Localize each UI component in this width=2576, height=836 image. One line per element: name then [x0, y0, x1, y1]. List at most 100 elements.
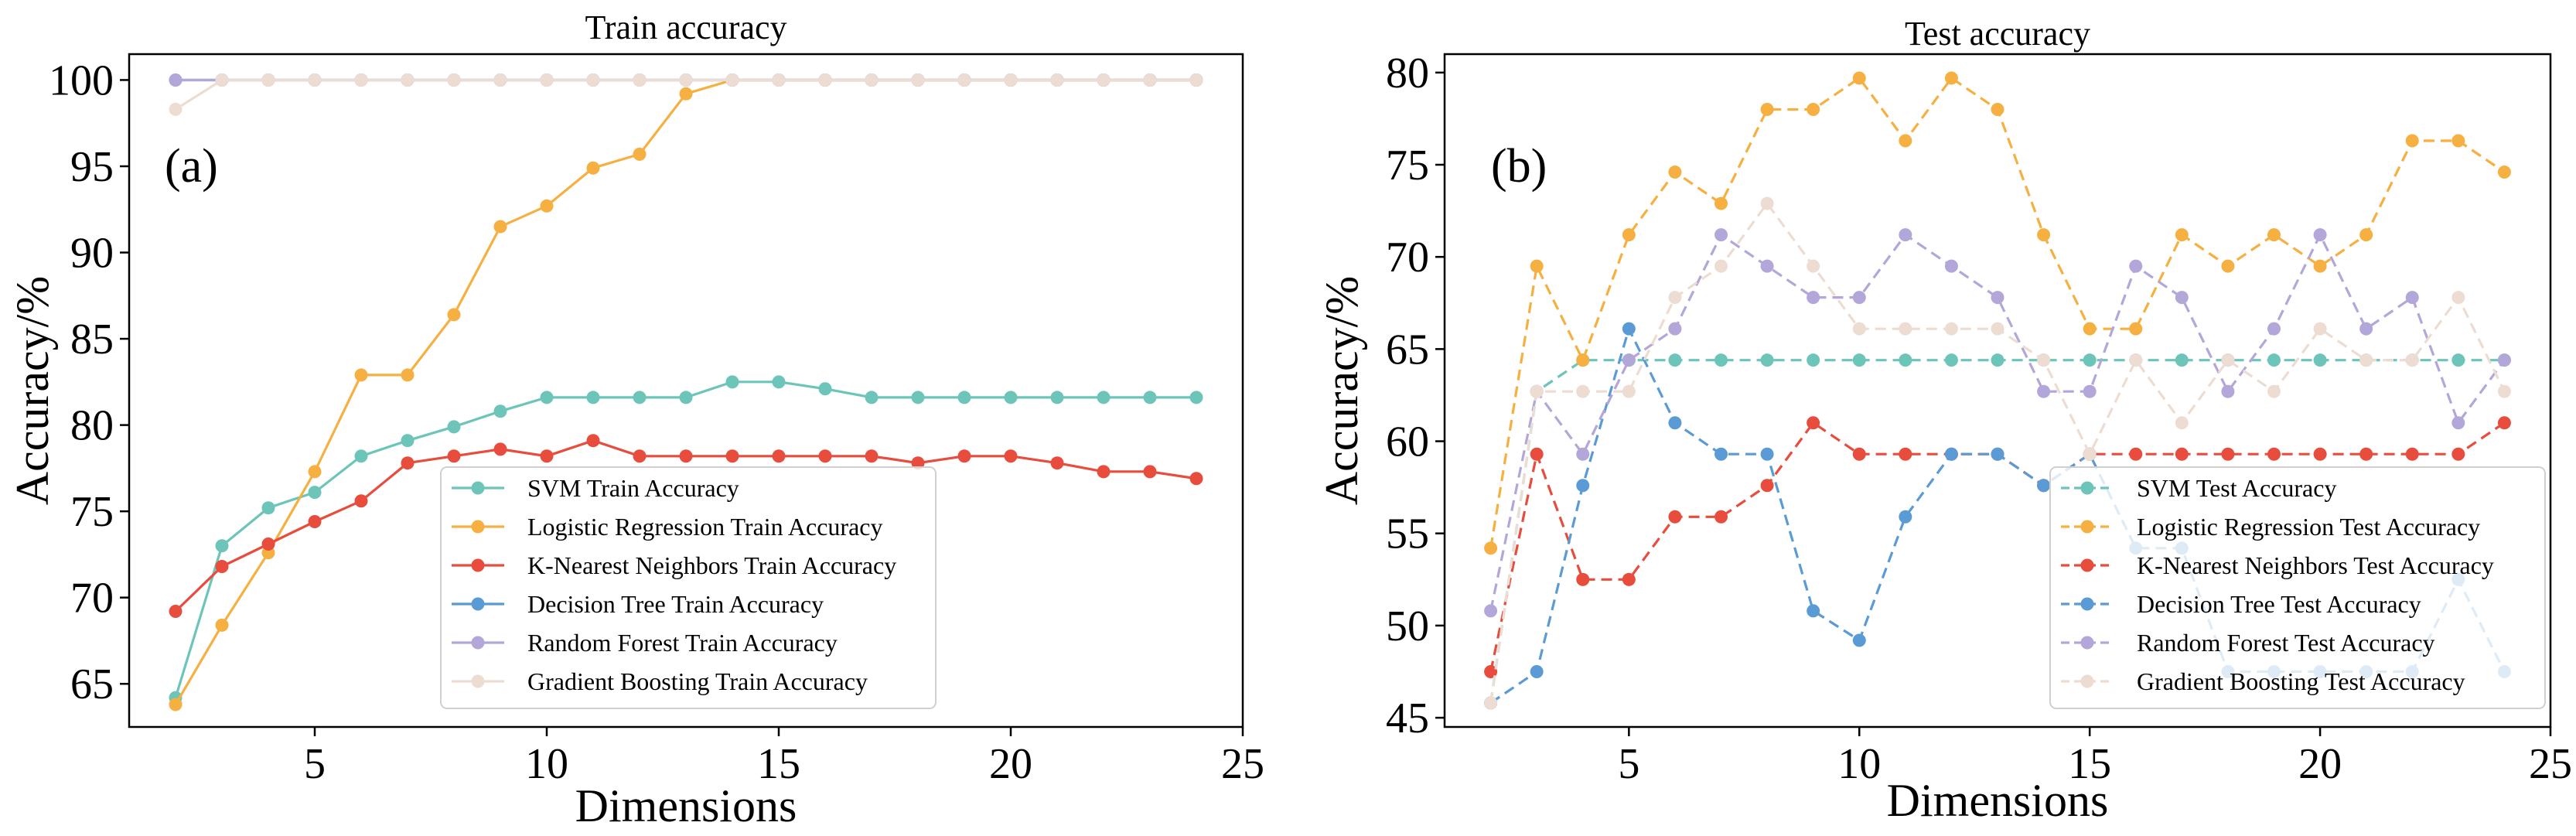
- data-point: [1899, 447, 1912, 461]
- data-point: [772, 449, 786, 463]
- y-tick-label: 55: [1386, 510, 1429, 558]
- data-point: [1530, 259, 1544, 273]
- data-point: [586, 434, 600, 448]
- data-point: [1050, 73, 1064, 87]
- data-point: [1991, 322, 2005, 336]
- data-point: [957, 73, 971, 87]
- y-tick-label: 50: [1386, 602, 1429, 650]
- series-logistic-regression-test-accuracy: [1484, 71, 2511, 555]
- data-point: [818, 449, 832, 463]
- data-point: [818, 73, 832, 87]
- legend-label: Logistic Regression Test Accuracy: [2137, 513, 2480, 541]
- data-point: [1852, 71, 1866, 85]
- data-point: [1484, 664, 1498, 678]
- data-point: [2037, 384, 2051, 398]
- data-point: [725, 449, 739, 463]
- legend-box: [2049, 466, 2546, 709]
- data-point: [2175, 228, 2189, 242]
- data-point: [818, 382, 832, 396]
- data-point: [2175, 353, 2189, 367]
- data-point: [169, 73, 183, 87]
- data-point: [1668, 165, 1682, 179]
- data-point: [1622, 572, 1636, 586]
- data-point: [633, 391, 647, 404]
- data-point: [2497, 353, 2511, 367]
- data-point: [1484, 696, 1498, 710]
- data-point: [2175, 447, 2189, 461]
- data-point: [2129, 447, 2143, 461]
- data-point: [1189, 472, 1203, 486]
- data-point: [1714, 259, 1728, 273]
- legend-item: Decision Tree Test Accuracy: [2061, 590, 2421, 618]
- panel-label: (b): [1491, 140, 1547, 193]
- data-point: [2451, 447, 2465, 461]
- legend-marker: [471, 558, 485, 572]
- data-point: [2221, 259, 2235, 273]
- data-point: [1143, 465, 1157, 479]
- legend-label: Decision Tree Test Accuracy: [2137, 590, 2421, 618]
- data-point: [2497, 384, 2511, 398]
- data-point: [2313, 322, 2327, 336]
- data-point: [957, 391, 971, 404]
- legend-marker: [2080, 481, 2094, 495]
- legend-marker: [2080, 674, 2094, 688]
- data-point: [215, 618, 229, 632]
- data-point: [1991, 353, 2005, 367]
- data-point: [1991, 103, 2005, 117]
- data-point: [2451, 416, 2465, 430]
- data-point: [354, 494, 368, 508]
- data-point: [1050, 391, 1064, 404]
- chart-test-accuracy: Test accuracy 5 10 15 20 25 45 50 55 60 65 70 75 80 Di…: [1316, 15, 2572, 826]
- legend-label: Logistic Regression Train Accuracy: [527, 513, 882, 541]
- data-point: [540, 449, 554, 463]
- y-tick-label: 65: [1386, 326, 1429, 374]
- data-point: [308, 465, 322, 479]
- data-point: [2083, 322, 2097, 336]
- data-point: [308, 515, 322, 529]
- data-point: [1714, 353, 1728, 367]
- legend-item: K-Nearest Neighbors Test Accuracy: [2061, 551, 2494, 579]
- data-point: [1576, 572, 1590, 586]
- data-point: [865, 73, 879, 87]
- data-point: [1622, 228, 1636, 242]
- data-point: [1622, 322, 1636, 336]
- data-point: [1807, 103, 1820, 117]
- series-k-nearest-neighbors-train-accuracy: [169, 434, 1203, 619]
- data-point: [1807, 604, 1820, 618]
- data-point: [2451, 134, 2465, 148]
- data-point: [2313, 259, 2327, 273]
- data-point: [1944, 353, 1958, 367]
- data-point: [1668, 510, 1682, 524]
- y-tick-label: 75: [1386, 142, 1429, 189]
- y-tick-label: 60: [1386, 418, 1429, 466]
- legend-marker: [471, 674, 485, 688]
- data-point: [911, 456, 925, 470]
- data-point: [2267, 447, 2281, 461]
- data-point: [2129, 322, 2143, 336]
- series-gradient-boosting-test-accuracy: [1484, 196, 2511, 710]
- data-point: [2313, 353, 2327, 367]
- data-point: [1622, 384, 1636, 398]
- data-point: [2359, 353, 2373, 367]
- y-tick-label: 70: [1386, 234, 1429, 282]
- data-point: [1760, 447, 1774, 461]
- y-tick-label: 45: [1386, 694, 1429, 742]
- y-axis-label: Accuracy/%: [1316, 276, 1367, 505]
- x-tick-label: 20: [989, 740, 1032, 788]
- data-point: [1899, 353, 1912, 367]
- data-point: [1576, 353, 1590, 367]
- legend-box: [440, 466, 937, 709]
- data-point: [586, 73, 600, 87]
- data-point: [354, 73, 368, 87]
- data-point: [679, 391, 693, 404]
- data-point: [447, 73, 461, 87]
- data-point: [1899, 510, 1912, 524]
- data-point: [1807, 416, 1820, 430]
- x-tick-label: 15: [757, 740, 800, 788]
- data-point: [169, 605, 183, 619]
- legend-item: Logistic Regression Test Accuracy: [2061, 513, 2480, 541]
- data-point: [1143, 391, 1157, 404]
- data-point: [447, 449, 461, 463]
- data-point: [1852, 353, 1866, 367]
